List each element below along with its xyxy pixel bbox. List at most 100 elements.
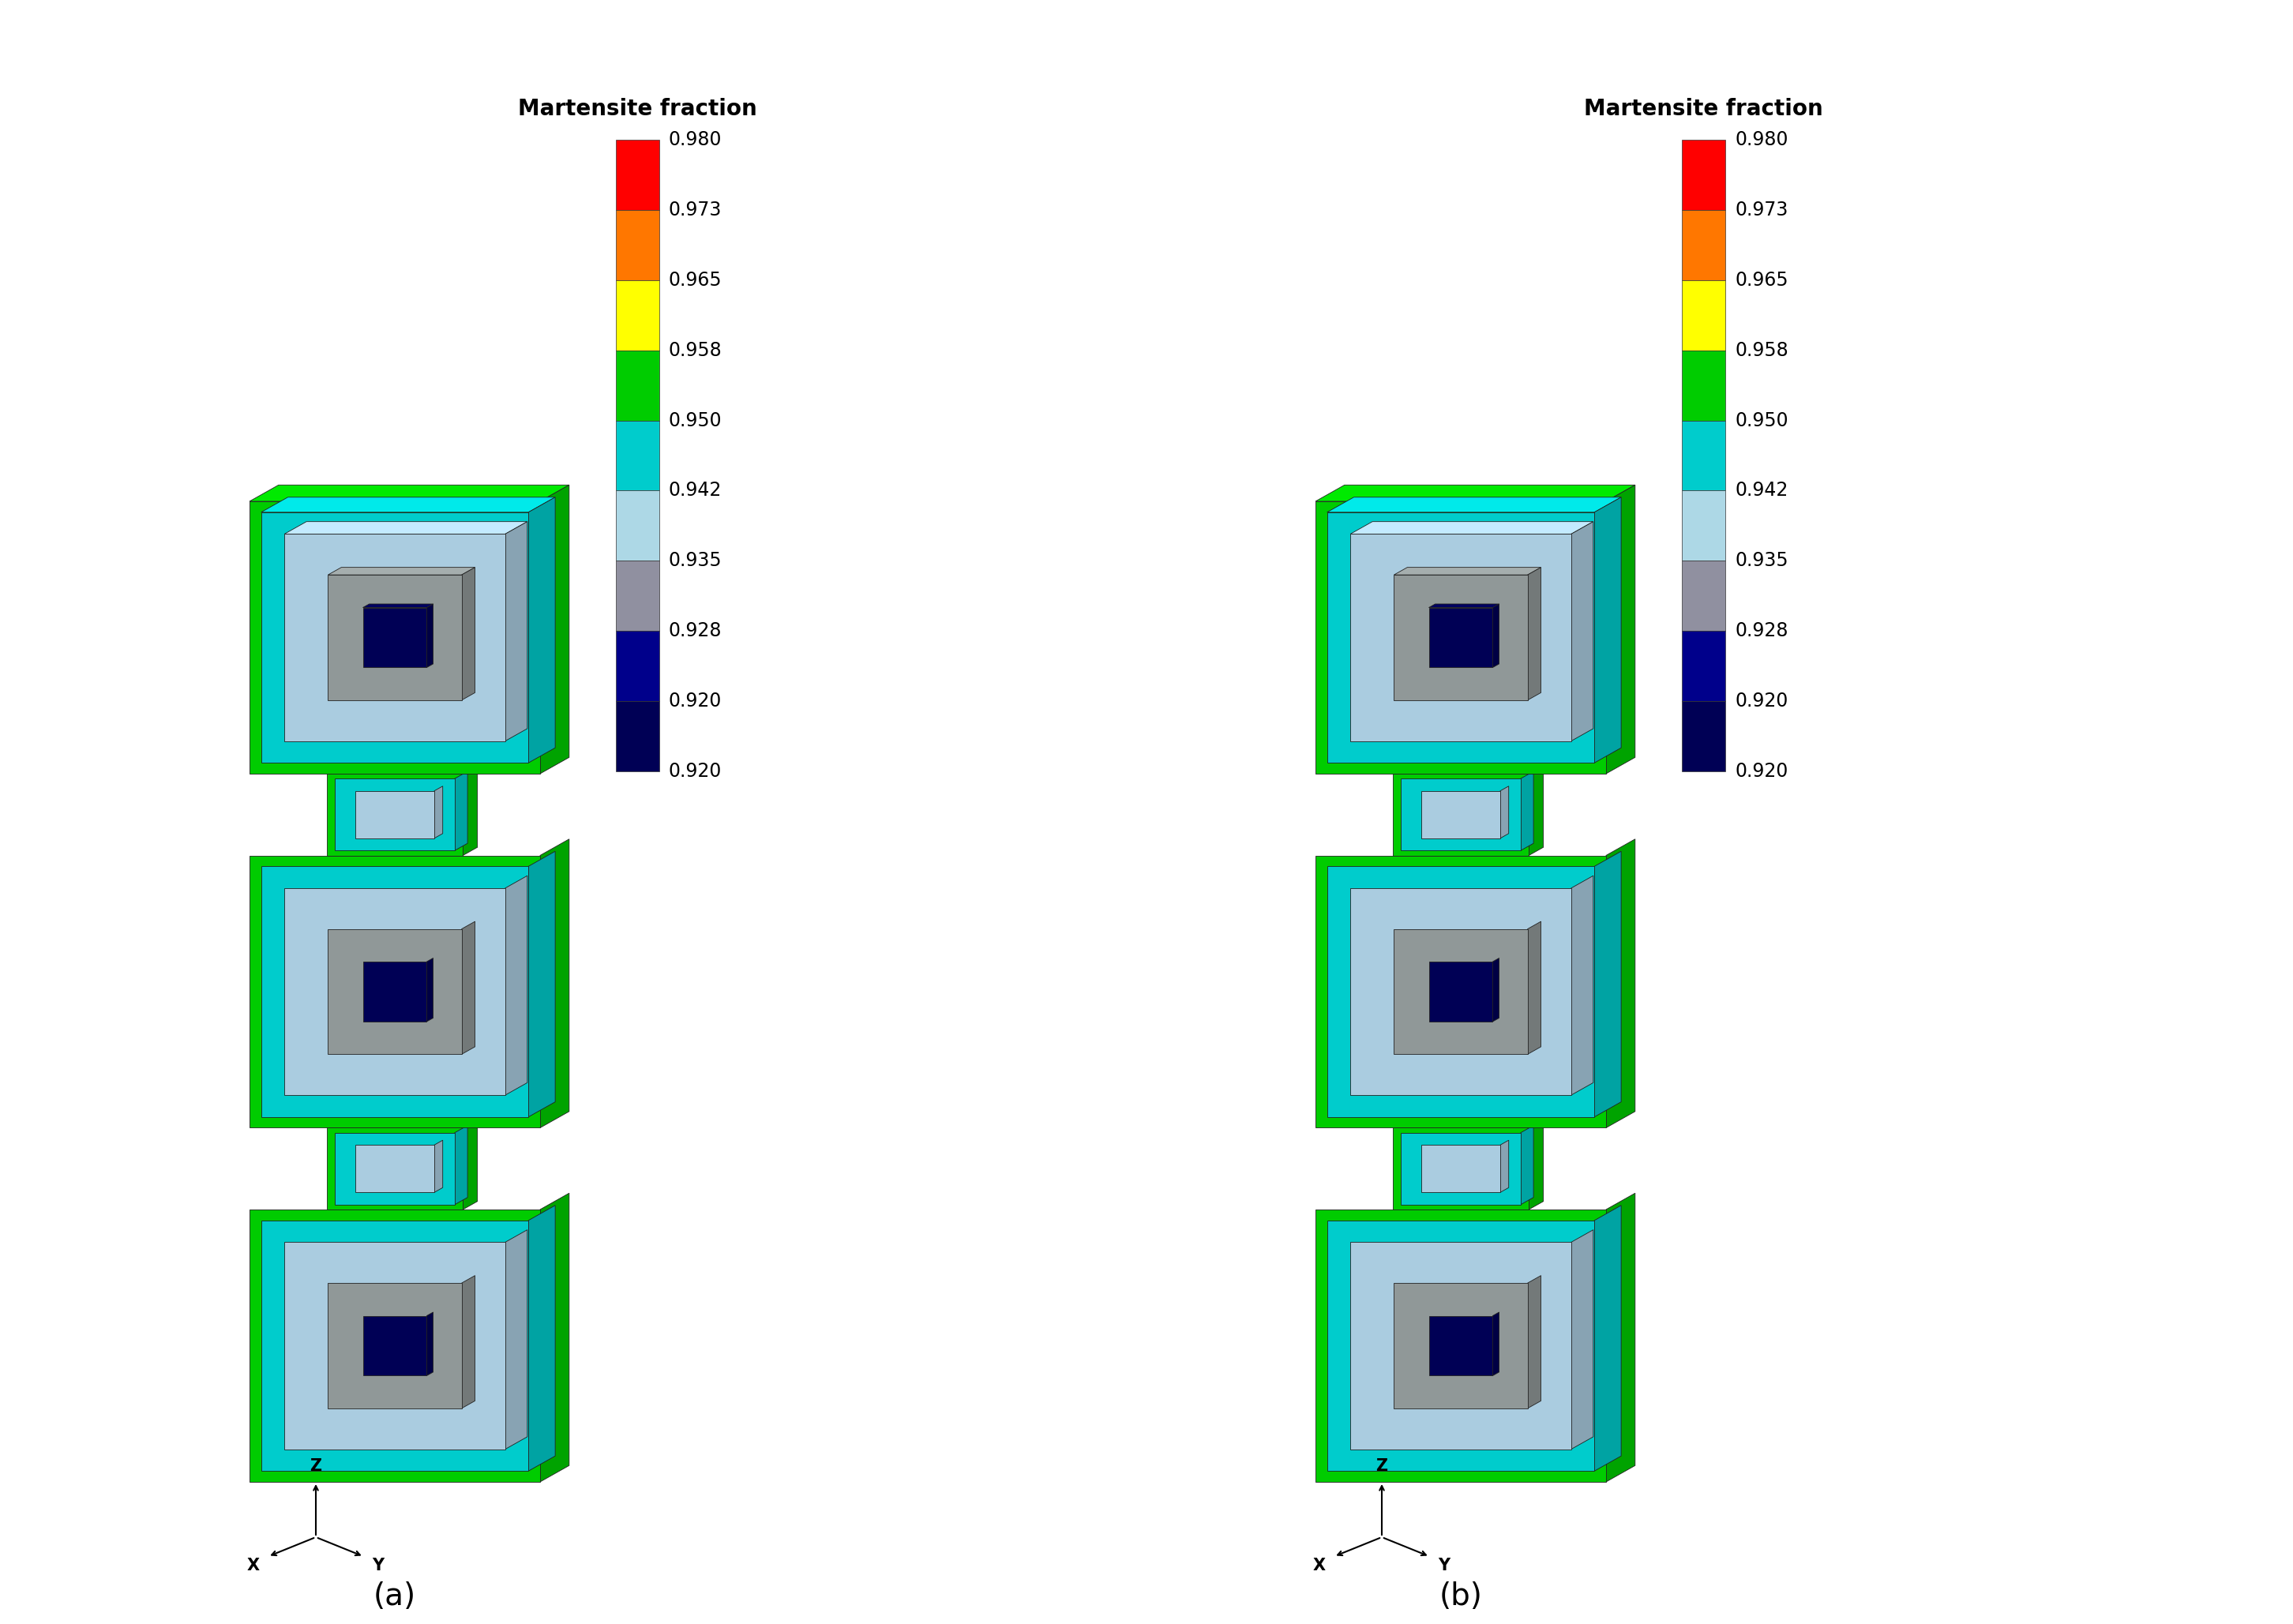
Polygon shape (326, 1127, 463, 1210)
Polygon shape (1594, 851, 1621, 1117)
Bar (1681, 560, 1724, 632)
Polygon shape (1605, 1194, 1635, 1481)
Polygon shape (362, 961, 426, 1021)
Polygon shape (1527, 1275, 1541, 1408)
Polygon shape (454, 1125, 468, 1205)
Polygon shape (527, 497, 555, 763)
Polygon shape (1500, 1140, 1509, 1192)
Polygon shape (1594, 497, 1621, 763)
Polygon shape (541, 840, 569, 1127)
Text: Z: Z (310, 1458, 321, 1475)
Polygon shape (1571, 521, 1594, 741)
Polygon shape (1316, 486, 1635, 502)
Text: 0.980: 0.980 (670, 130, 722, 149)
Polygon shape (261, 866, 527, 1117)
Polygon shape (335, 1132, 454, 1205)
Polygon shape (362, 1315, 426, 1376)
Polygon shape (1316, 1210, 1605, 1481)
Polygon shape (284, 1242, 504, 1449)
Text: Martensite fraction: Martensite fraction (518, 97, 757, 120)
Polygon shape (261, 1220, 527, 1471)
Polygon shape (355, 791, 433, 838)
Bar (617, 140, 660, 209)
Bar (617, 209, 660, 279)
Polygon shape (284, 521, 527, 534)
Polygon shape (1394, 929, 1527, 1054)
Polygon shape (1392, 1127, 1529, 1210)
Bar (617, 560, 660, 632)
Text: 0.958: 0.958 (670, 341, 722, 361)
Bar (1681, 702, 1724, 771)
Polygon shape (1594, 1205, 1621, 1471)
Text: Y: Y (1438, 1557, 1449, 1574)
Text: Martensite fraction: Martensite fraction (1584, 97, 1823, 120)
Text: 0.935: 0.935 (1736, 551, 1789, 570)
Text: X: X (1314, 1557, 1325, 1574)
Polygon shape (454, 771, 468, 851)
Text: 0.920: 0.920 (1736, 692, 1789, 711)
Polygon shape (1316, 856, 1605, 1127)
Polygon shape (328, 1283, 461, 1408)
Text: (a): (a) (374, 1582, 415, 1611)
Bar (617, 279, 660, 351)
Polygon shape (426, 604, 433, 667)
Text: (b): (b) (1440, 1582, 1484, 1611)
Polygon shape (1422, 1145, 1500, 1192)
Polygon shape (1529, 765, 1543, 856)
Polygon shape (1351, 1242, 1571, 1449)
Text: 0.950: 0.950 (1736, 411, 1789, 430)
Text: 0.942: 0.942 (1736, 481, 1789, 500)
Polygon shape (328, 575, 461, 700)
Polygon shape (463, 765, 477, 856)
Bar (1681, 209, 1724, 279)
Polygon shape (326, 773, 463, 856)
Polygon shape (1527, 567, 1541, 700)
Polygon shape (504, 1229, 527, 1449)
Polygon shape (1520, 771, 1534, 851)
Text: 0.973: 0.973 (1736, 200, 1789, 219)
Polygon shape (433, 786, 443, 838)
Polygon shape (433, 1140, 443, 1192)
Polygon shape (1493, 958, 1500, 1021)
Polygon shape (1328, 497, 1621, 512)
Polygon shape (284, 888, 504, 1095)
Polygon shape (461, 1275, 475, 1408)
Polygon shape (284, 534, 504, 741)
Polygon shape (504, 521, 527, 741)
Polygon shape (1401, 778, 1520, 851)
Polygon shape (1571, 875, 1594, 1095)
Bar (617, 702, 660, 771)
Text: 0.935: 0.935 (670, 551, 722, 570)
Text: 0.928: 0.928 (670, 622, 722, 640)
Polygon shape (1520, 1125, 1534, 1205)
Text: 0.928: 0.928 (1736, 622, 1789, 640)
Polygon shape (1493, 1312, 1500, 1376)
Polygon shape (541, 486, 569, 773)
Polygon shape (1394, 1283, 1527, 1408)
Polygon shape (1422, 791, 1500, 838)
Polygon shape (1529, 1119, 1543, 1210)
Polygon shape (463, 1119, 477, 1210)
Text: 0.965: 0.965 (670, 271, 722, 289)
Text: 0.965: 0.965 (1736, 271, 1789, 289)
Text: 0.920: 0.920 (1736, 762, 1789, 781)
Polygon shape (261, 497, 555, 512)
Polygon shape (1527, 921, 1541, 1054)
Polygon shape (1328, 1220, 1594, 1471)
Polygon shape (1328, 512, 1594, 763)
Bar (1681, 351, 1724, 421)
Polygon shape (1429, 607, 1493, 667)
Polygon shape (250, 486, 569, 502)
Polygon shape (1351, 534, 1571, 741)
Polygon shape (1351, 521, 1594, 534)
Polygon shape (426, 1312, 433, 1376)
Polygon shape (504, 875, 527, 1095)
Bar (1681, 421, 1724, 490)
Polygon shape (527, 1205, 555, 1471)
Text: 0.973: 0.973 (670, 200, 722, 219)
Polygon shape (1394, 567, 1541, 575)
Polygon shape (1429, 1315, 1493, 1376)
Polygon shape (1394, 575, 1527, 700)
Polygon shape (1316, 502, 1605, 773)
Bar (617, 351, 660, 421)
